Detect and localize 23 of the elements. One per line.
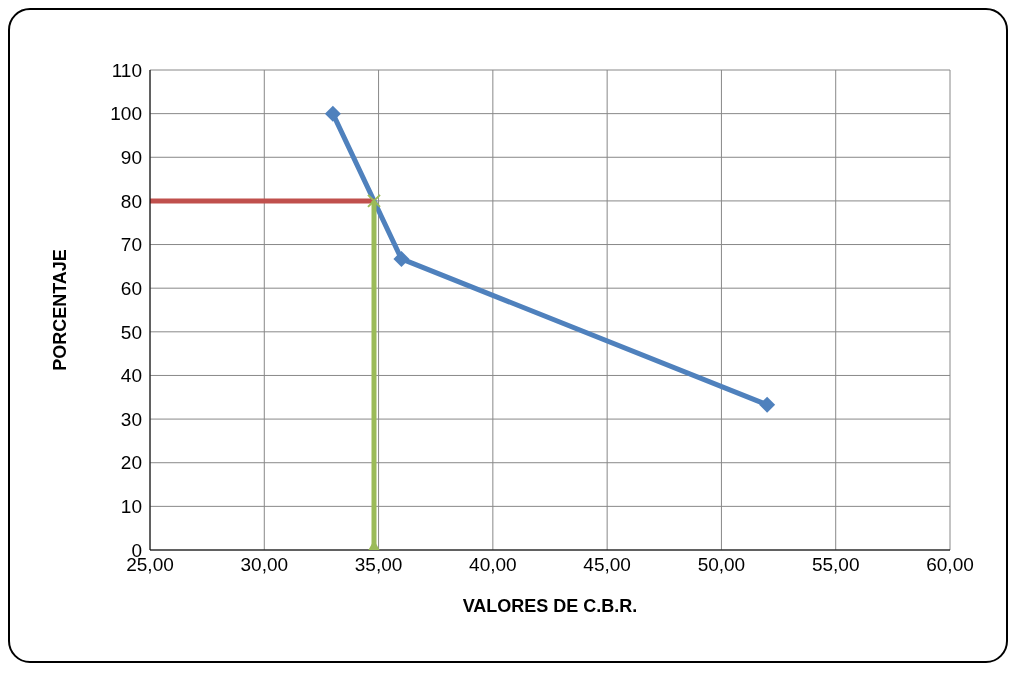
x-tick-label: 60,00 [926,554,974,576]
y-tick-label: 40 [120,365,142,387]
point [393,250,410,267]
x-tick-label: 35,00 [354,554,403,576]
y-tick-label: 30 [120,408,142,430]
x-tick-label: 50,00 [697,554,746,576]
y-tick-label: 50 [120,321,142,343]
y-axis-title: PORCENTAJE [50,249,71,371]
point [367,193,381,208]
y-tick-label: 60 [120,277,142,299]
y-tick-label: 110 [111,59,142,81]
point [324,105,341,122]
x-tick-label: 30,00 [240,554,289,576]
y-tick-label: 70 [120,234,142,256]
y-tick-label: 90 [120,147,142,169]
x-tick-label: 40,00 [469,554,517,576]
y-tick-label: 80 [120,190,142,212]
x-axis-title: VALORES DE C.B.R. [462,596,638,616]
y-tick-label: 20 [120,452,142,474]
x-tick-label: 45,00 [583,554,631,576]
x-tick-label: 55,00 [811,554,860,576]
y-tick-label: 100 [110,103,142,125]
y-tick-label: 10 [120,496,142,518]
